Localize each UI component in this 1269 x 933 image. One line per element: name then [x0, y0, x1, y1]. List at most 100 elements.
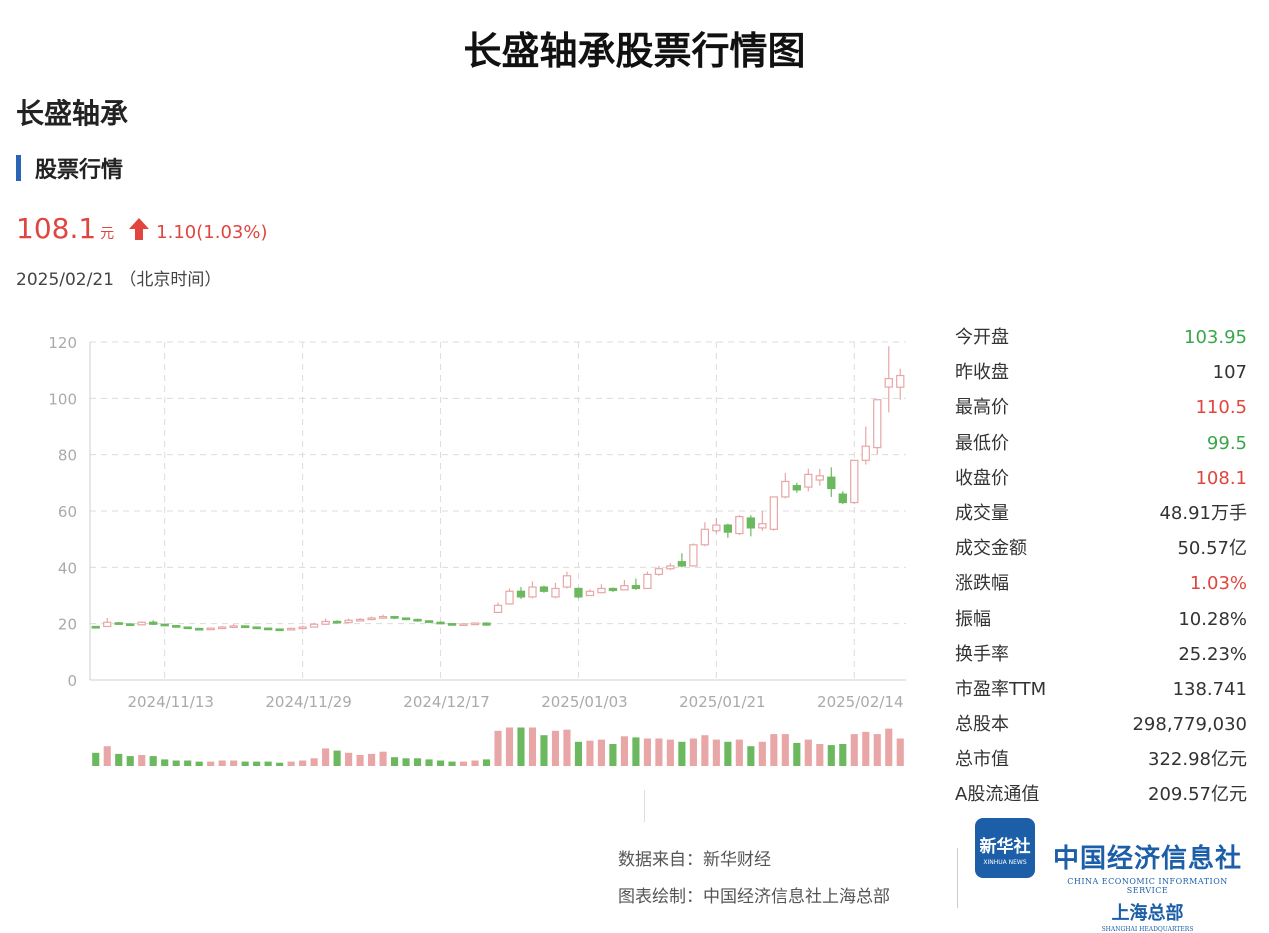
- volume-bar: [482, 759, 491, 766]
- stat-label: 收盘价: [955, 467, 1009, 489]
- candle-body: [712, 524, 721, 532]
- candle-body: [367, 617, 376, 621]
- volume-bar: [138, 755, 146, 766]
- candle-body: [884, 378, 893, 388]
- volume-bar: [149, 756, 157, 766]
- volume-bar: [574, 741, 583, 766]
- stat-label: 总市值: [955, 749, 1009, 771]
- stat-value: 50.57亿: [1177, 538, 1247, 560]
- stat-row: 成交量 48.91万手: [955, 496, 1247, 531]
- chart-credit: 图表绘制：中国经济信息社上海总部: [618, 887, 890, 907]
- volume-bar: [862, 731, 870, 766]
- company-name: 长盛轴承: [16, 97, 129, 130]
- volume-bar: [436, 760, 445, 766]
- volume-bar: [540, 735, 548, 766]
- y-tick-label: 80: [58, 447, 77, 465]
- volume-bar: [586, 740, 594, 766]
- candle-body: [126, 623, 135, 627]
- y-tick-label: 60: [58, 503, 77, 521]
- candle-body: [873, 399, 882, 449]
- stat-label: 今开盘: [955, 327, 1009, 348]
- candle-body: [597, 587, 606, 594]
- x-tick-label: 2025/01/03: [541, 693, 627, 711]
- candle-body: [482, 622, 491, 626]
- volume-bar: [839, 744, 847, 766]
- stat-value: 298,779,030: [1132, 714, 1247, 736]
- candle-body: [620, 585, 629, 591]
- candle-body: [677, 561, 687, 567]
- stat-value: 209.57亿元: [1148, 784, 1247, 806]
- volume-bar: [620, 736, 628, 766]
- volume-bar: [253, 761, 261, 766]
- candle-body: [286, 627, 296, 631]
- candle-body: [689, 544, 698, 567]
- volume-bar: [448, 761, 456, 766]
- stat-label: 昨收盘: [955, 362, 1009, 384]
- volume-bar: [896, 738, 904, 766]
- stat-row: A股流通值 209.57亿元: [955, 777, 1247, 812]
- volume-bar: [310, 758, 318, 766]
- candle-body: [838, 493, 847, 504]
- candle-body: [424, 620, 434, 623]
- stat-row: 市盈率TTM 138.741: [955, 672, 1247, 707]
- volume-bar: [804, 739, 812, 766]
- volume-bar: [712, 739, 720, 766]
- volume-bar: [655, 738, 663, 766]
- volume-bar: [207, 761, 215, 766]
- volume-bar: [551, 730, 560, 766]
- candle-body: [792, 485, 801, 491]
- volume-bar: [528, 727, 537, 766]
- stat-value: 48.91万手: [1159, 502, 1247, 524]
- candle-body: [137, 621, 146, 626]
- stat-value: 110.5: [1195, 397, 1247, 419]
- volume-bar: [770, 734, 778, 766]
- x-tick-label: 2024/11/13: [127, 693, 213, 711]
- stat-row: 振幅 10.28%: [955, 602, 1247, 637]
- volume-bar: [827, 745, 835, 766]
- stat-row: 最低价 99.5: [955, 426, 1247, 461]
- candle-body: [447, 623, 457, 626]
- stat-value: 322.98亿元: [1148, 749, 1247, 771]
- volume-bar: [402, 758, 410, 766]
- candle-body: [631, 585, 641, 590]
- stat-label: 市盈率TTM: [955, 678, 1047, 700]
- candle-body: [896, 374, 905, 388]
- stat-label: 换手率: [955, 643, 1009, 665]
- xinhua-logo: 新华社 XINHUA NEWS: [975, 818, 1035, 878]
- stats-panel: 今开盘 103.95 昨收盘 107 最高价 110.5 最低价 99.5 收盘价 108.1 成交…: [955, 320, 1247, 813]
- candle-body: [103, 621, 112, 628]
- candle-body: [769, 496, 778, 530]
- candle-body: [804, 473, 813, 488]
- candle-body: [252, 626, 261, 630]
- volume-bar: [172, 760, 180, 766]
- candle-body: [240, 625, 250, 629]
- candle-body: [413, 618, 422, 622]
- candle-body: [344, 619, 353, 624]
- candle-body: [378, 616, 388, 619]
- stat-value: 1.03%: [1189, 573, 1247, 595]
- volume-bar: [287, 761, 295, 766]
- volume-bar: [689, 738, 697, 766]
- quote-date: 2025/02/21 （北京时间）: [16, 270, 222, 290]
- volume-bar: [103, 746, 111, 766]
- stat-label: 成交金额: [955, 538, 1027, 560]
- volume-bar: [230, 760, 238, 766]
- candle-body: [539, 586, 549, 592]
- volume-bar: [333, 750, 341, 766]
- volume-bar: [494, 730, 502, 766]
- volume-bar: [471, 760, 479, 766]
- stat-label: A股流通值: [955, 784, 1040, 806]
- stat-row: 成交金额 50.57亿: [955, 531, 1247, 566]
- volume-bar: [816, 744, 824, 766]
- volume-bar: [322, 748, 330, 766]
- candle-body: [459, 623, 468, 627]
- volume-bar: [747, 746, 755, 766]
- volume-bar: [184, 760, 192, 766]
- candle-body: [585, 590, 595, 597]
- volume-bar: [218, 760, 226, 766]
- data-source: 数据来自：新华财经: [618, 850, 771, 870]
- volume-bar: [391, 757, 399, 766]
- candle-body: [114, 622, 123, 625]
- candle-body: [309, 623, 319, 628]
- candle-body: [470, 622, 480, 626]
